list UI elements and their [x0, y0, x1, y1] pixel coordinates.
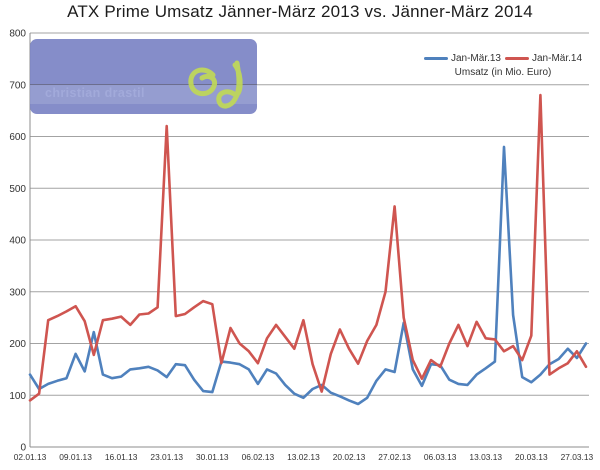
legend: Jan-Mär.13 Jan-Mär.14 Umsatz (in Mio. Eur… [418, 53, 588, 78]
y-axis-tick-label: 300 [9, 287, 26, 298]
x-axis-tick-label: 13.03.13 [469, 452, 502, 462]
watermark: christian drastil [30, 39, 257, 114]
legend-line-swatch [423, 57, 448, 60]
legend-line-swatch [505, 57, 529, 60]
x-axis-tick-label: 06.02.13 [242, 452, 275, 462]
series-line-2013 [28, 145, 588, 406]
y-axis-tick-label: 800 [9, 29, 26, 40]
y-axis-tick-label: 200 [9, 339, 26, 350]
x-axis-tick-label: 13.02.13 [287, 452, 320, 462]
x-axis-tick-label: 16.01.13 [105, 452, 138, 462]
legend-note: Umsatz (in Mio. Euro) [454, 67, 552, 78]
legend-label: Jan-Mär.13 [450, 53, 501, 64]
x-axis-tick-label: 27.03.13 [561, 452, 594, 462]
y-axis-tick-label: 600 [9, 132, 26, 143]
legend-label: Jan-Mär.14 [532, 53, 583, 64]
watermark-stripe [30, 84, 257, 104]
x-axis-tick-label: 23.01.13 [150, 452, 183, 462]
series-line-2014 [28, 93, 588, 402]
legend-entry: Jan-Mär.14 [505, 53, 582, 64]
x-axis-tick-label: 27.02.13 [378, 452, 411, 462]
y-axis-tick-label: 700 [9, 80, 26, 91]
y-axis-tick-label: 400 [9, 236, 26, 247]
x-axis-tick-label: 09.01.13 [59, 452, 92, 462]
cd-logo-icon [188, 60, 243, 109]
y-axis-tick-label: 100 [9, 391, 26, 402]
watermark-text: christian drastil [45, 86, 145, 100]
x-axis-tick-label: 06.03.13 [424, 452, 457, 462]
x-axis-tick-label: 02.01.13 [14, 452, 47, 462]
legend-entries: Jan-Mär.13 Jan-Mär.14 [423, 53, 582, 64]
x-axis-tick-label: 20.03.13 [515, 452, 548, 462]
y-axis-tick-label: 500 [9, 184, 26, 195]
y-axis-tick-label: 0 [20, 443, 26, 454]
x-axis-tick-label: 20.02.13 [333, 452, 366, 462]
chart-title: ATX Prime Umsatz Jänner-März 2013 vs. Jä… [67, 2, 533, 21]
x-axis-tick-label: 30.01.13 [196, 452, 229, 462]
legend-entry: Jan-Mär.13 [423, 53, 501, 64]
